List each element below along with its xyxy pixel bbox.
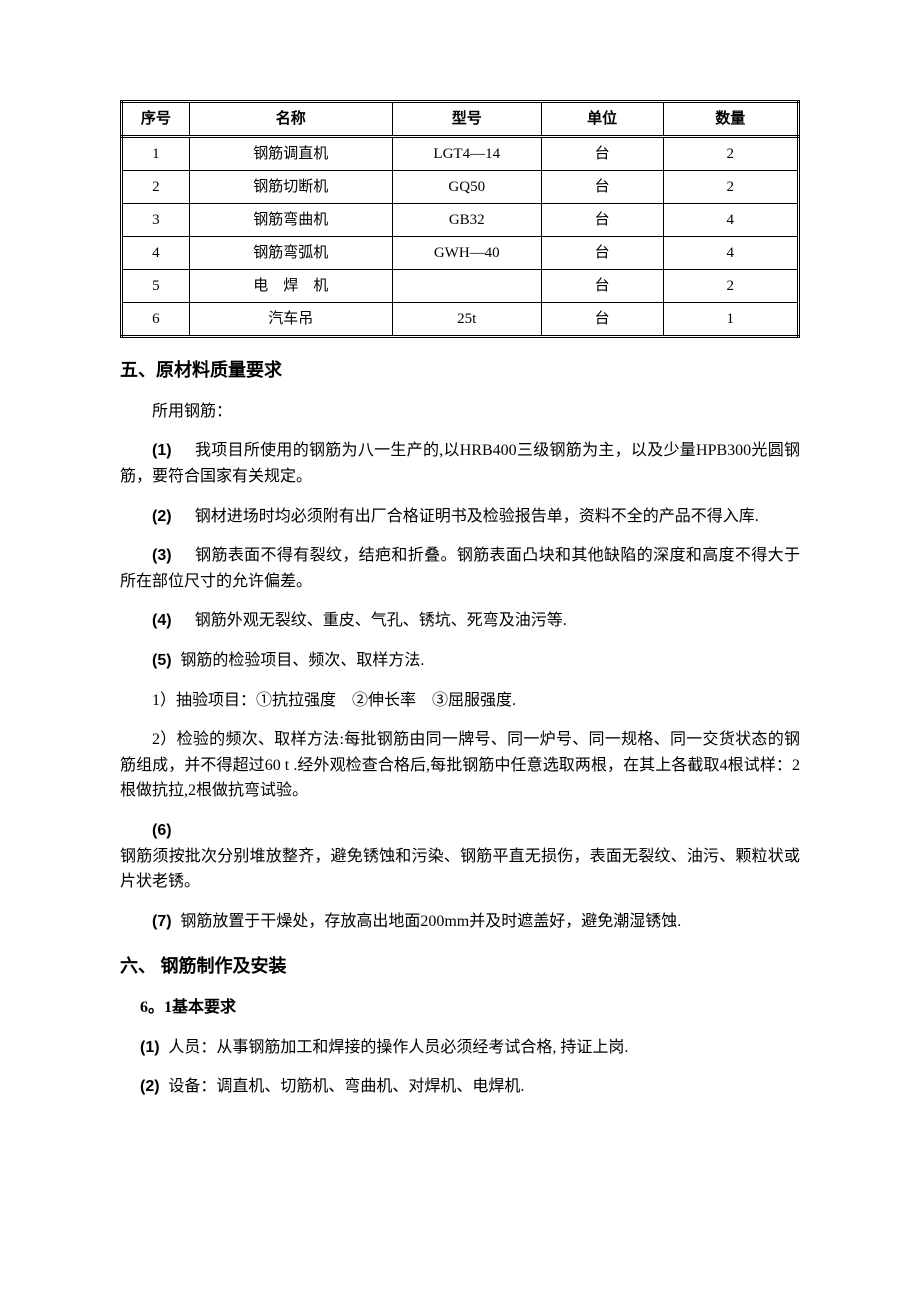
cell-seq: 5 [122, 270, 190, 303]
cell-model: GQ50 [392, 171, 541, 204]
item-number: (7) [152, 913, 172, 930]
section6-item-2: (2) 设备：调直机、切筋机、弯曲机、对焊机、电焊机. [140, 1074, 800, 1100]
cell-seq: 3 [122, 204, 190, 237]
cell-model: LGT4—14 [392, 137, 541, 171]
table-row: 3 钢筋弯曲机 GB32 台 4 [122, 204, 799, 237]
section6-item-1: (1) 人员：从事钢筋加工和焊接的操作人员必须经考试合格, 持证上岗. [140, 1035, 800, 1061]
cell-unit: 台 [541, 137, 663, 171]
section5-item-4: (4) 钢筋外观无裂纹、重皮、气孔、锈坑、死弯及油污等. [120, 608, 800, 634]
cell-qty: 2 [663, 270, 798, 303]
cell-unit: 台 [541, 171, 663, 204]
section5-item-3: (3) 钢筋表面不得有裂纹，结疤和折叠。钢筋表面凸块和其他缺陷的深度和高度不得大… [120, 543, 800, 594]
section5-heading: 五、原材料质量要求 [120, 356, 800, 385]
item-number: (2) [152, 508, 172, 525]
cell-name: 钢筋弯弧机 [189, 237, 392, 270]
item-text: 我项目所使用的钢筋为八一生产的,以HRB400三级钢筋为主，以及少量HPB300… [120, 442, 800, 485]
table-row: 2 钢筋切断机 GQ50 台 2 [122, 171, 799, 204]
cell-unit: 台 [541, 237, 663, 270]
section5-item-6: (6) 钢筋须按批次分别堆放整齐，避免锈蚀和污染、钢筋平直无损伤，表面无裂纹、油… [120, 818, 800, 895]
cell-qty: 4 [663, 204, 798, 237]
item-text: 钢筋须按批次分别堆放整齐，避免锈蚀和污染、钢筋平直无损伤，表面无裂纹、油污、颗粒… [120, 844, 800, 895]
table-row: 5 电 焊 机 台 2 [122, 270, 799, 303]
col-header-unit: 单位 [541, 102, 663, 137]
cell-qty: 1 [663, 303, 798, 337]
cell-name: 钢筋调直机 [189, 137, 392, 171]
item-number: (6) [152, 822, 172, 839]
item-number: (1) [152, 442, 172, 459]
cell-model: 25t [392, 303, 541, 337]
section5-item-5: (5) 钢筋的检验项目、频次、取样方法. [120, 648, 800, 674]
col-header-name: 名称 [189, 102, 392, 137]
cell-model: GB32 [392, 204, 541, 237]
cell-qty: 2 [663, 137, 798, 171]
section5-item-7: (7) 钢筋放置于干燥处，存放高出地面200mm并及时遮盖好，避免潮湿锈蚀. [120, 909, 800, 935]
item-number: (3) [152, 547, 172, 564]
col-header-model: 型号 [392, 102, 541, 137]
equipment-table: 序号 名称 型号 单位 数量 1 钢筋调直机 LGT4—14 台 2 2 钢筋切… [120, 100, 800, 338]
col-header-qty: 数量 [663, 102, 798, 137]
cell-model [392, 270, 541, 303]
cell-name: 汽车吊 [189, 303, 392, 337]
section6-subheading: 6。1基本要求 [140, 995, 800, 1021]
cell-qty: 2 [663, 171, 798, 204]
section5-item-2: (2) 钢材进场时均必须附有出厂合格证明书及检验报告单，资料不全的产品不得入库. [120, 504, 800, 530]
cell-name: 钢筋弯曲机 [189, 204, 392, 237]
item-text: 钢材进场时均必须附有出厂合格证明书及检验报告单，资料不全的产品不得入库. [195, 508, 759, 525]
cell-seq: 4 [122, 237, 190, 270]
section6-heading: 六、 钢筋制作及安装 [120, 952, 800, 981]
table-row: 6 汽车吊 25t 台 1 [122, 303, 799, 337]
table-row: 1 钢筋调直机 LGT4—14 台 2 [122, 137, 799, 171]
cell-name: 钢筋切断机 [189, 171, 392, 204]
cell-unit: 台 [541, 204, 663, 237]
section5-item-1: (1) 我项目所使用的钢筋为八一生产的,以HRB400三级钢筋为主，以及少量HP… [120, 438, 800, 489]
item-number: (5) [152, 652, 172, 669]
item-text: 人员：从事钢筋加工和焊接的操作人员必须经考试合格, 持证上岗. [168, 1039, 628, 1056]
cell-seq: 6 [122, 303, 190, 337]
item-number: (2) [140, 1078, 160, 1095]
item-text: 钢筋外观无裂纹、重皮、气孔、锈坑、死弯及油污等. [195, 612, 567, 629]
col-header-seq: 序号 [122, 102, 190, 137]
cell-unit: 台 [541, 303, 663, 337]
item-text: 钢筋的检验项目、频次、取样方法. [180, 652, 424, 669]
section5-sub1: 1）抽验项目：①抗拉强度 ②伸长率 ③屈服强度. [120, 688, 800, 714]
cell-model: GWH—40 [392, 237, 541, 270]
cell-qty: 4 [663, 237, 798, 270]
item-text: 钢筋放置于干燥处，存放高出地面200mm并及时遮盖好，避免潮湿锈蚀. [180, 913, 681, 930]
cell-seq: 1 [122, 137, 190, 171]
item-text: 钢筋表面不得有裂纹，结疤和折叠。钢筋表面凸块和其他缺陷的深度和高度不得大于所在部… [120, 547, 800, 590]
cell-unit: 台 [541, 270, 663, 303]
item-text: 设备：调直机、切筋机、弯曲机、对焊机、电焊机. [168, 1078, 524, 1095]
section5-sub2: 2）检验的频次、取样方法:每批钢筋由同一牌号、同一炉号、同一规格、同一交货状态的… [120, 727, 800, 804]
table-header-row: 序号 名称 型号 单位 数量 [122, 102, 799, 137]
cell-name: 电 焊 机 [189, 270, 392, 303]
section5-intro: 所用钢筋： [120, 399, 800, 425]
item-number: (1) [140, 1039, 160, 1056]
cell-seq: 2 [122, 171, 190, 204]
table-row: 4 钢筋弯弧机 GWH—40 台 4 [122, 237, 799, 270]
item-number: (4) [152, 612, 172, 629]
